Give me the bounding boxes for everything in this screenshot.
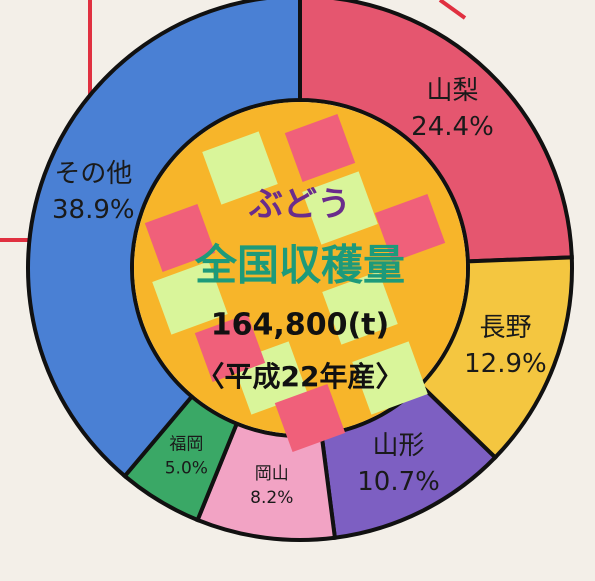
checker xyxy=(352,341,428,415)
slice-value: 5.0% xyxy=(165,458,208,478)
slice-label: 山梨 xyxy=(426,76,478,106)
slice-label: 岡山 xyxy=(255,464,289,484)
decor-line xyxy=(438,0,467,20)
slice-label: その他 xyxy=(54,159,132,189)
checker xyxy=(194,313,266,383)
checker xyxy=(374,193,446,263)
slice-value: 24.4% xyxy=(411,112,494,142)
slice-value: 8.2% xyxy=(250,488,293,508)
checker xyxy=(284,113,356,183)
slice-value: 38.9% xyxy=(52,195,135,225)
center-text: ぶどう xyxy=(248,185,351,225)
donut: 山梨 24.4% 長野 12.9% 山形 10.7% 岡山 8.2% 福岡 5.0% その他 38.9… xyxy=(26,0,574,542)
slice-value: 12.9% xyxy=(464,349,547,379)
checker xyxy=(322,271,398,345)
center-text: 全国収穫量 xyxy=(194,241,405,290)
slice xyxy=(298,0,574,264)
checker xyxy=(152,261,228,335)
checker xyxy=(302,171,378,245)
slice-label: 山形 xyxy=(373,431,425,461)
checker xyxy=(144,203,216,273)
center-text: 〈平成22年産〉 xyxy=(197,360,404,393)
slice xyxy=(26,0,302,479)
checker xyxy=(274,383,346,453)
center-text: 164,800(t) xyxy=(211,308,389,343)
slice-value: 10.7% xyxy=(357,467,440,497)
slice-label: 長野 xyxy=(479,313,531,343)
slice-label: 福岡 xyxy=(169,434,203,454)
checker xyxy=(202,131,278,205)
